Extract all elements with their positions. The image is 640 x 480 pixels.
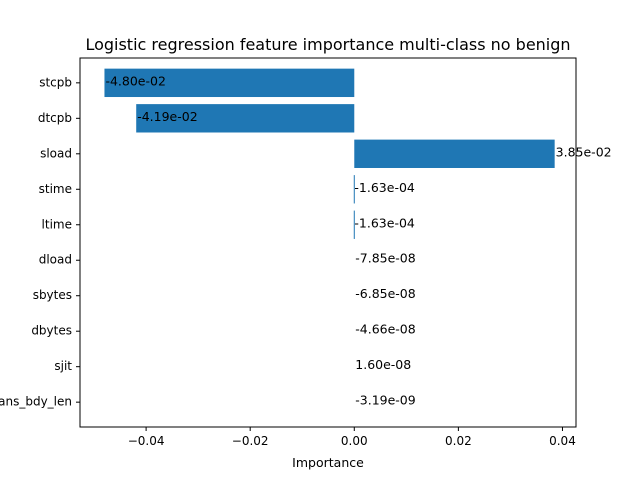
y-tick-label-stcpb: stcpb xyxy=(39,75,72,89)
y-tick-label-ltime: ltime xyxy=(42,217,72,231)
y-tick-label-dtcpb: dtcpb xyxy=(38,111,72,125)
data-label-sjit: 1.60e-08 xyxy=(355,357,411,372)
y-tick-label-sload: sload xyxy=(40,146,72,160)
y-tick-label-dload: dload xyxy=(39,253,72,267)
x-tick-label: −0.04 xyxy=(128,434,165,448)
x-tick-label: −0.02 xyxy=(232,434,269,448)
x-tick-label: 0.04 xyxy=(549,434,576,448)
bar-dtcpb xyxy=(136,104,355,133)
bar-stcpb xyxy=(104,68,355,98)
y-tick-label-sjit: sjit xyxy=(54,359,72,373)
data-label-sload: 3.85e-02 xyxy=(556,144,612,159)
data-label-stcpb: -4.80e-02 xyxy=(105,73,165,88)
data-label-trans_bdy_len: -3.19e-09 xyxy=(355,393,415,408)
data-label-stime: -1.63e-04 xyxy=(354,180,414,195)
bar-sload xyxy=(354,139,555,168)
data-label-dbytes: -4.66e-08 xyxy=(355,322,415,337)
bar-ltime xyxy=(353,210,355,239)
data-label-dload: -7.85e-08 xyxy=(355,251,415,266)
x-axis-label: Importance xyxy=(292,455,364,470)
y-tick-label-dbytes: dbytes xyxy=(31,324,72,338)
data-label-ltime: -1.63e-04 xyxy=(354,215,414,230)
y-tick-label-sbytes: sbytes xyxy=(33,288,72,302)
plot-frame xyxy=(79,57,577,428)
x-tick-label: 0.02 xyxy=(445,434,472,448)
chart-title: Logistic regression feature importance m… xyxy=(85,35,570,54)
data-label-sbytes: -6.85e-08 xyxy=(355,286,415,301)
data-label-dtcpb: -4.19e-02 xyxy=(137,109,197,124)
y-tick-label-trans_bdy_len: trans_bdy_len xyxy=(0,395,72,409)
bar-stime xyxy=(353,175,355,204)
x-tick-label: 0.00 xyxy=(341,434,368,448)
y-tick-label-stime: stime xyxy=(39,182,72,196)
